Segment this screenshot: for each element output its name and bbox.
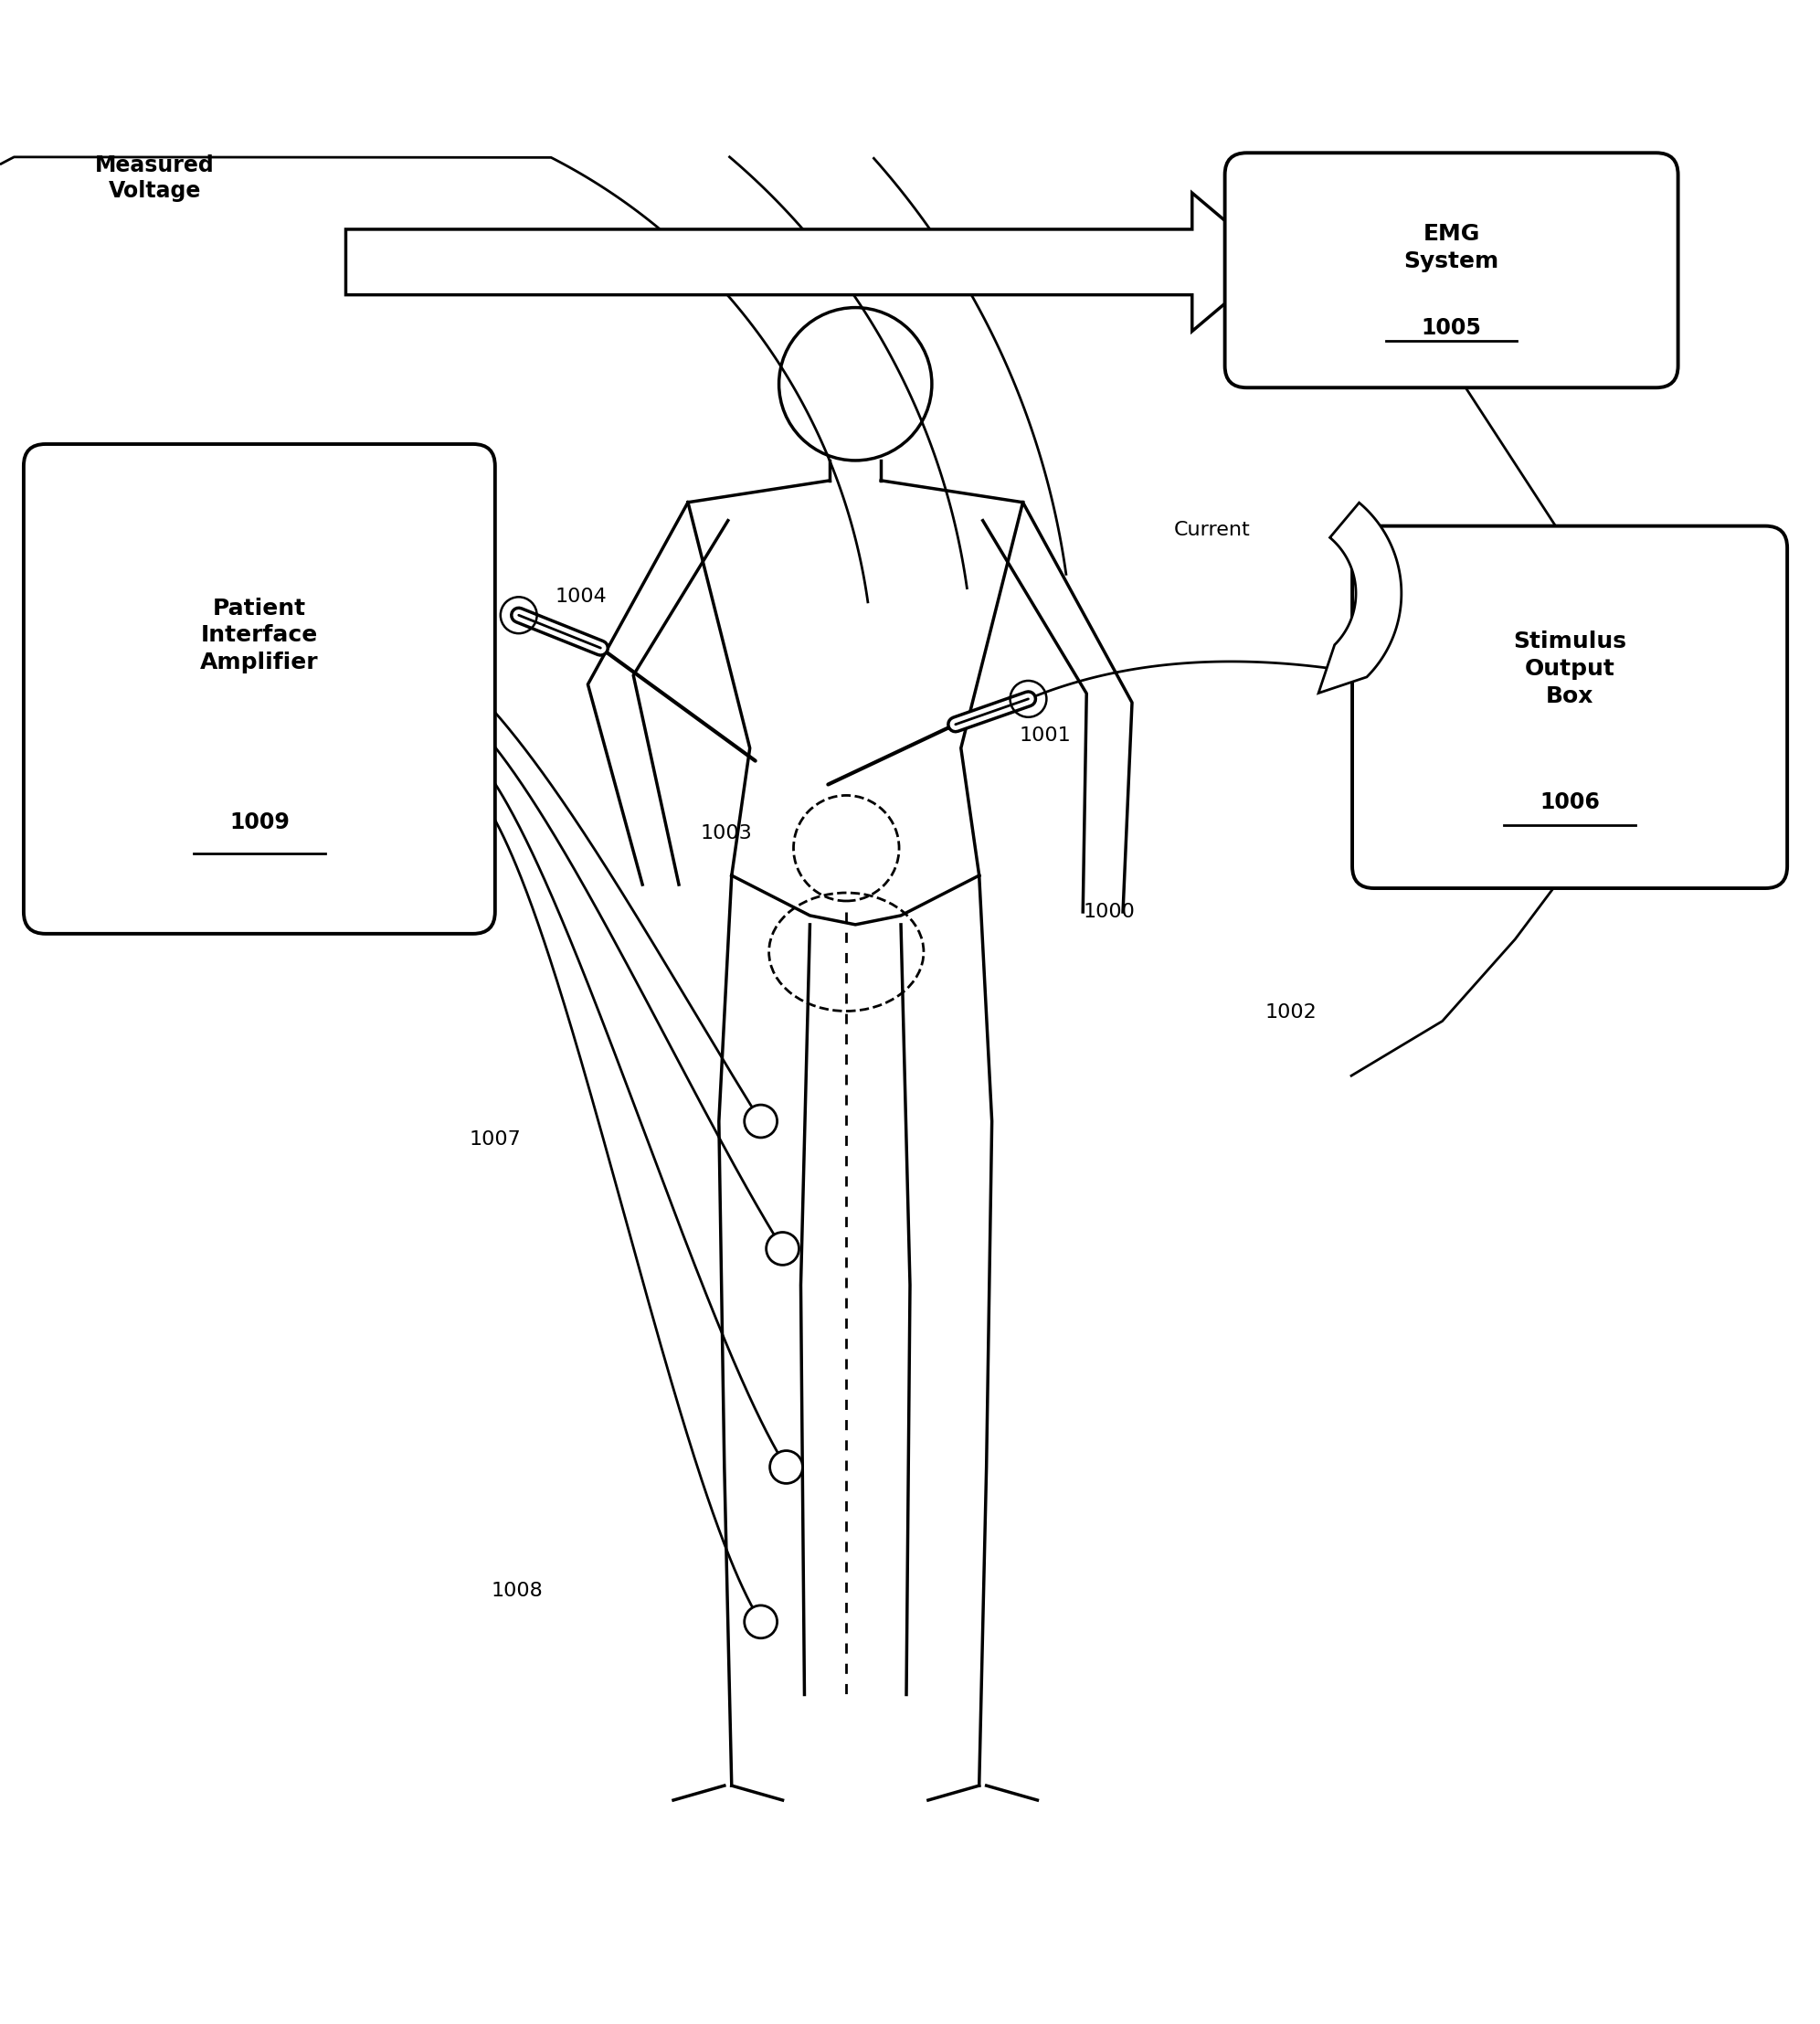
Text: 1000: 1000 <box>1083 903 1136 921</box>
Text: 1001: 1001 <box>1019 727 1070 745</box>
Text: Patient
Interface
Amplifier: Patient Interface Amplifier <box>200 597 319 674</box>
FancyBboxPatch shape <box>1225 154 1678 389</box>
Text: 1003: 1003 <box>701 824 752 842</box>
Text: 1006: 1006 <box>1540 791 1600 814</box>
Text: Measured
Voltage: Measured Voltage <box>95 154 215 202</box>
Text: 1005: 1005 <box>1421 316 1481 338</box>
Circle shape <box>744 1605 777 1637</box>
Text: Stimulus
Output
Box: Stimulus Output Box <box>1512 631 1627 706</box>
Text: 1008: 1008 <box>491 1581 542 1599</box>
Polygon shape <box>1318 502 1401 692</box>
Text: 1002: 1002 <box>1265 1002 1316 1022</box>
Text: EMG
System: EMG System <box>1403 223 1500 271</box>
Circle shape <box>744 1105 777 1137</box>
FancyBboxPatch shape <box>24 443 495 933</box>
FancyBboxPatch shape <box>1352 526 1787 889</box>
Circle shape <box>770 1451 803 1484</box>
Circle shape <box>766 1233 799 1265</box>
Text: 1004: 1004 <box>555 587 606 605</box>
Text: 1009: 1009 <box>229 812 289 834</box>
Text: Current: Current <box>1174 520 1250 538</box>
Text: 1007: 1007 <box>470 1129 521 1148</box>
Polygon shape <box>346 192 1274 332</box>
